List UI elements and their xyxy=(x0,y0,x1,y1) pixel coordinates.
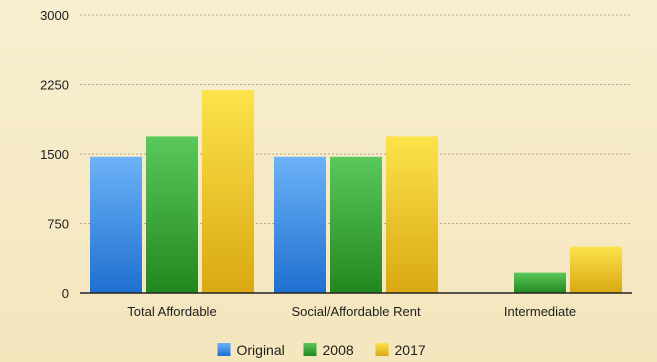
x-category-label: Intermediate xyxy=(504,304,576,319)
bar-1-1 xyxy=(330,156,382,293)
legend-label-1: 2008 xyxy=(323,342,354,358)
legend: Original 2008 2017 xyxy=(217,342,426,358)
y-tick-label: 2250 xyxy=(40,78,69,93)
x-category-label: Total Affordable xyxy=(127,304,216,319)
bars xyxy=(90,90,622,293)
legend-swatch-0 xyxy=(217,343,231,356)
y-tick-label: 1500 xyxy=(40,147,69,162)
bar-1-0 xyxy=(146,136,198,293)
legend-label-0: Original xyxy=(237,342,285,358)
bar-2-1 xyxy=(386,136,438,293)
bar-2-0 xyxy=(202,90,254,293)
legend-swatch-2 xyxy=(375,343,389,356)
bar-1-2 xyxy=(514,272,566,293)
y-tick-label: 3000 xyxy=(40,8,69,23)
bar-2-2 xyxy=(570,246,622,293)
bar-0-0 xyxy=(90,156,142,293)
bar-0-1 xyxy=(274,156,326,293)
x-axis-labels: Total Affordable Social/Affordable Rent In… xyxy=(127,304,576,319)
legend-label-2: 2017 xyxy=(395,342,426,358)
y-tick-label: 750 xyxy=(47,217,69,232)
legend-swatch-1 xyxy=(303,343,317,356)
y-tick-label: 0 xyxy=(62,286,69,301)
y-axis-ticks: 0 750 1500 2250 3000 xyxy=(40,8,69,301)
x-category-label: Social/Affordable Rent xyxy=(291,304,421,319)
